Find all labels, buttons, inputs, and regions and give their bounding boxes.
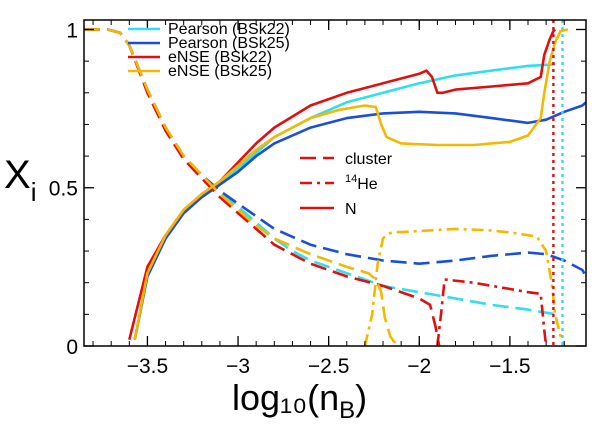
legend-model-label: Pearson (BSk22) (168, 21, 290, 38)
legend-models: Pearson (BSk22)Pearson (BSk25)eNSE (BSk2… (128, 21, 290, 80)
x-axis-label-close: ) (355, 377, 367, 418)
plot-frame (83, 19, 587, 347)
legend-model-label: eNSE (BSk22) (168, 49, 272, 66)
legend-style-label: cluster (345, 151, 393, 168)
y-axis-label-sub: i (31, 177, 37, 207)
series-line-cluster-8 (84, 28, 399, 347)
legend-style-label-sup: 14 (345, 173, 357, 185)
series-line-cluster-3 (84, 28, 588, 278)
y-axis-label: Xi (4, 153, 36, 207)
series-layer (84, 28, 588, 347)
series-line-he14-6 (436, 278, 548, 347)
x-tick-label: −3.5 (127, 355, 168, 378)
y-axis-label-main: X (4, 153, 31, 197)
x-tick-label: −3 (226, 355, 250, 378)
legend-model-label: eNSE (BSk25) (168, 63, 272, 80)
x-tick-label: −2 (407, 355, 431, 378)
legend-style-label-main: He (357, 176, 378, 193)
x-axis-label-sub: B (339, 397, 355, 424)
y-tick-label: 0.5 (49, 178, 78, 201)
tick-layer: −3.5 −3 −2.5 −2 −1.5 0 0.5 1 (49, 19, 586, 378)
x-axis-label-main: log₁₀(n (232, 377, 339, 418)
series-line-N-7 (133, 28, 569, 340)
y-tick-label: 0 (66, 336, 78, 359)
x-tick-label: −1.5 (489, 355, 530, 378)
vline-layer (552, 20, 564, 346)
x-tick-label: −2.5 (308, 355, 349, 378)
y-tick-label: 1 (66, 19, 78, 42)
legend-style-label: 14He (345, 173, 378, 193)
series-line-N-2 (133, 101, 587, 340)
legend-model-label: Pearson (BSk25) (168, 35, 290, 52)
x-axis-label: log₁₀(nB) (232, 377, 367, 424)
legend-style-label: N (345, 201, 357, 218)
